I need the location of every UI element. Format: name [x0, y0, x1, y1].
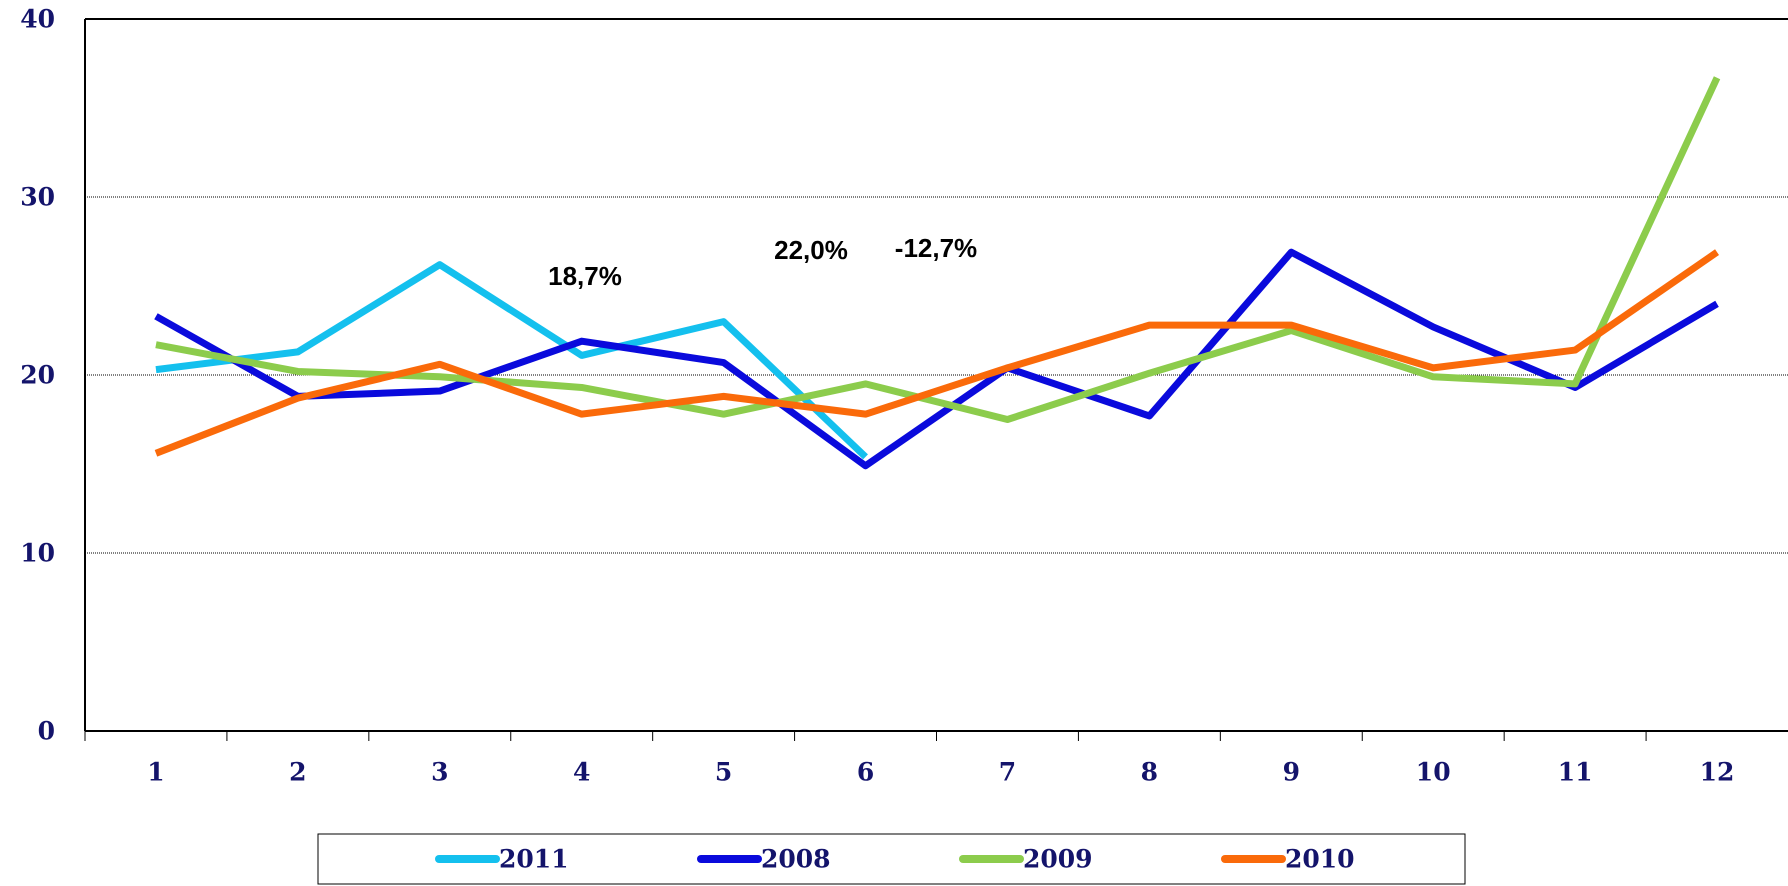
x-tick-label: 8	[1141, 758, 1158, 787]
legend-label: 2010	[1285, 845, 1355, 874]
y-tick-label: 20	[20, 361, 55, 390]
series-line	[155, 261, 868, 460]
series-line	[154, 249, 1720, 457]
x-tick-label: 10	[1416, 758, 1451, 787]
annotation: 18,7%	[548, 261, 622, 291]
x-tick-label: 11	[1558, 758, 1593, 787]
x-tick-label: 5	[715, 758, 732, 787]
annotation: 22,0%	[774, 235, 848, 265]
legend-box	[317, 833, 1466, 885]
series-line	[155, 76, 1721, 423]
y-tick-label: 40	[20, 5, 55, 34]
x-tick-label: 12	[1700, 758, 1735, 787]
legend-label: 2008	[761, 845, 831, 874]
legend-label: 2011	[499, 845, 569, 874]
x-tick-label: 2	[289, 758, 306, 787]
x-tick-label: 7	[999, 758, 1016, 787]
y-tick-label: 10	[20, 539, 55, 568]
legend-label: 2009	[1023, 845, 1093, 874]
series-line	[154, 248, 1719, 470]
x-tick-label: 6	[857, 758, 874, 787]
x-tick-label: 3	[431, 758, 448, 787]
x-tick-label: 9	[1283, 758, 1300, 787]
y-tick-label: 30	[20, 183, 55, 212]
annotation: -12,7%	[895, 233, 977, 263]
x-tick-label: 1	[147, 758, 164, 787]
y-tick-label: 0	[38, 717, 55, 746]
x-tick-label: 4	[573, 758, 590, 787]
